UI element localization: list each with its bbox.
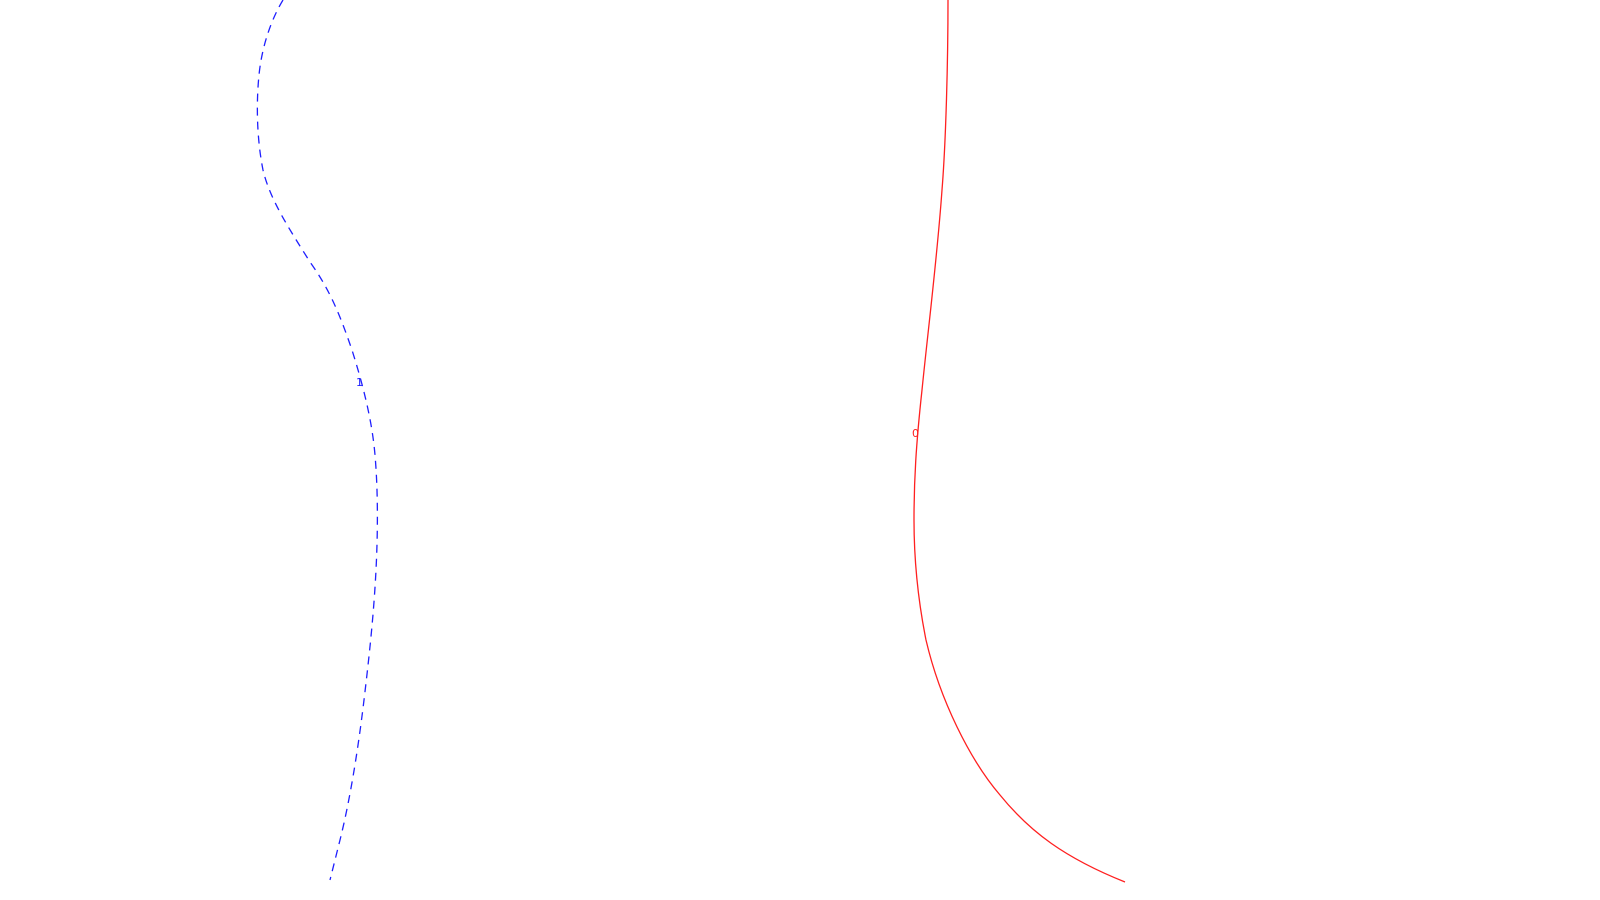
dashed-contour-label: 1 bbox=[356, 376, 363, 389]
solid-contour-line bbox=[913, 0, 1126, 883]
dashed-contour-line bbox=[256, 0, 379, 881]
solid-contour-label: 0 bbox=[912, 427, 919, 440]
